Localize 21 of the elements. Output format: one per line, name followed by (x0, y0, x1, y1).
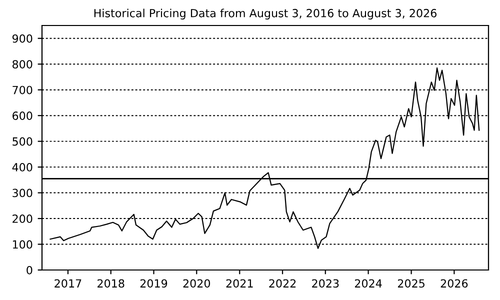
y-tick-label: 100 (12, 240, 32, 249)
y-tick-label: 500 (12, 137, 32, 146)
x-tick-label: 2022 (269, 279, 296, 288)
x-tick-label: 2018 (98, 279, 124, 288)
y-tick-label: 300 (12, 188, 32, 198)
y-tick-label: 200 (12, 214, 32, 223)
y-tick-label: 0 (26, 266, 32, 274)
y-tick-label: 800 (12, 60, 32, 68)
x-tick-label: 2024 (354, 279, 382, 288)
x-tick-label: 2026 (440, 279, 468, 288)
y-tick-label: 700 (12, 86, 32, 94)
x-tick-label: 2020 (183, 279, 210, 288)
y-tick-label: 900 (12, 34, 32, 43)
x-tick-label: 2017 (54, 279, 82, 288)
y-tick-label: 400 (12, 163, 32, 172)
chart-title: Historical Pricing Data from August 3, 2016 to August 3, 2026 (94, 8, 436, 20)
y-tick-label: 600 (12, 112, 32, 120)
x-tick-label: 2019 (140, 279, 168, 288)
x-tick-label: 2025 (398, 279, 424, 288)
x-tick-label: 2023 (312, 279, 339, 288)
x-tick-label: 2021 (226, 279, 253, 288)
